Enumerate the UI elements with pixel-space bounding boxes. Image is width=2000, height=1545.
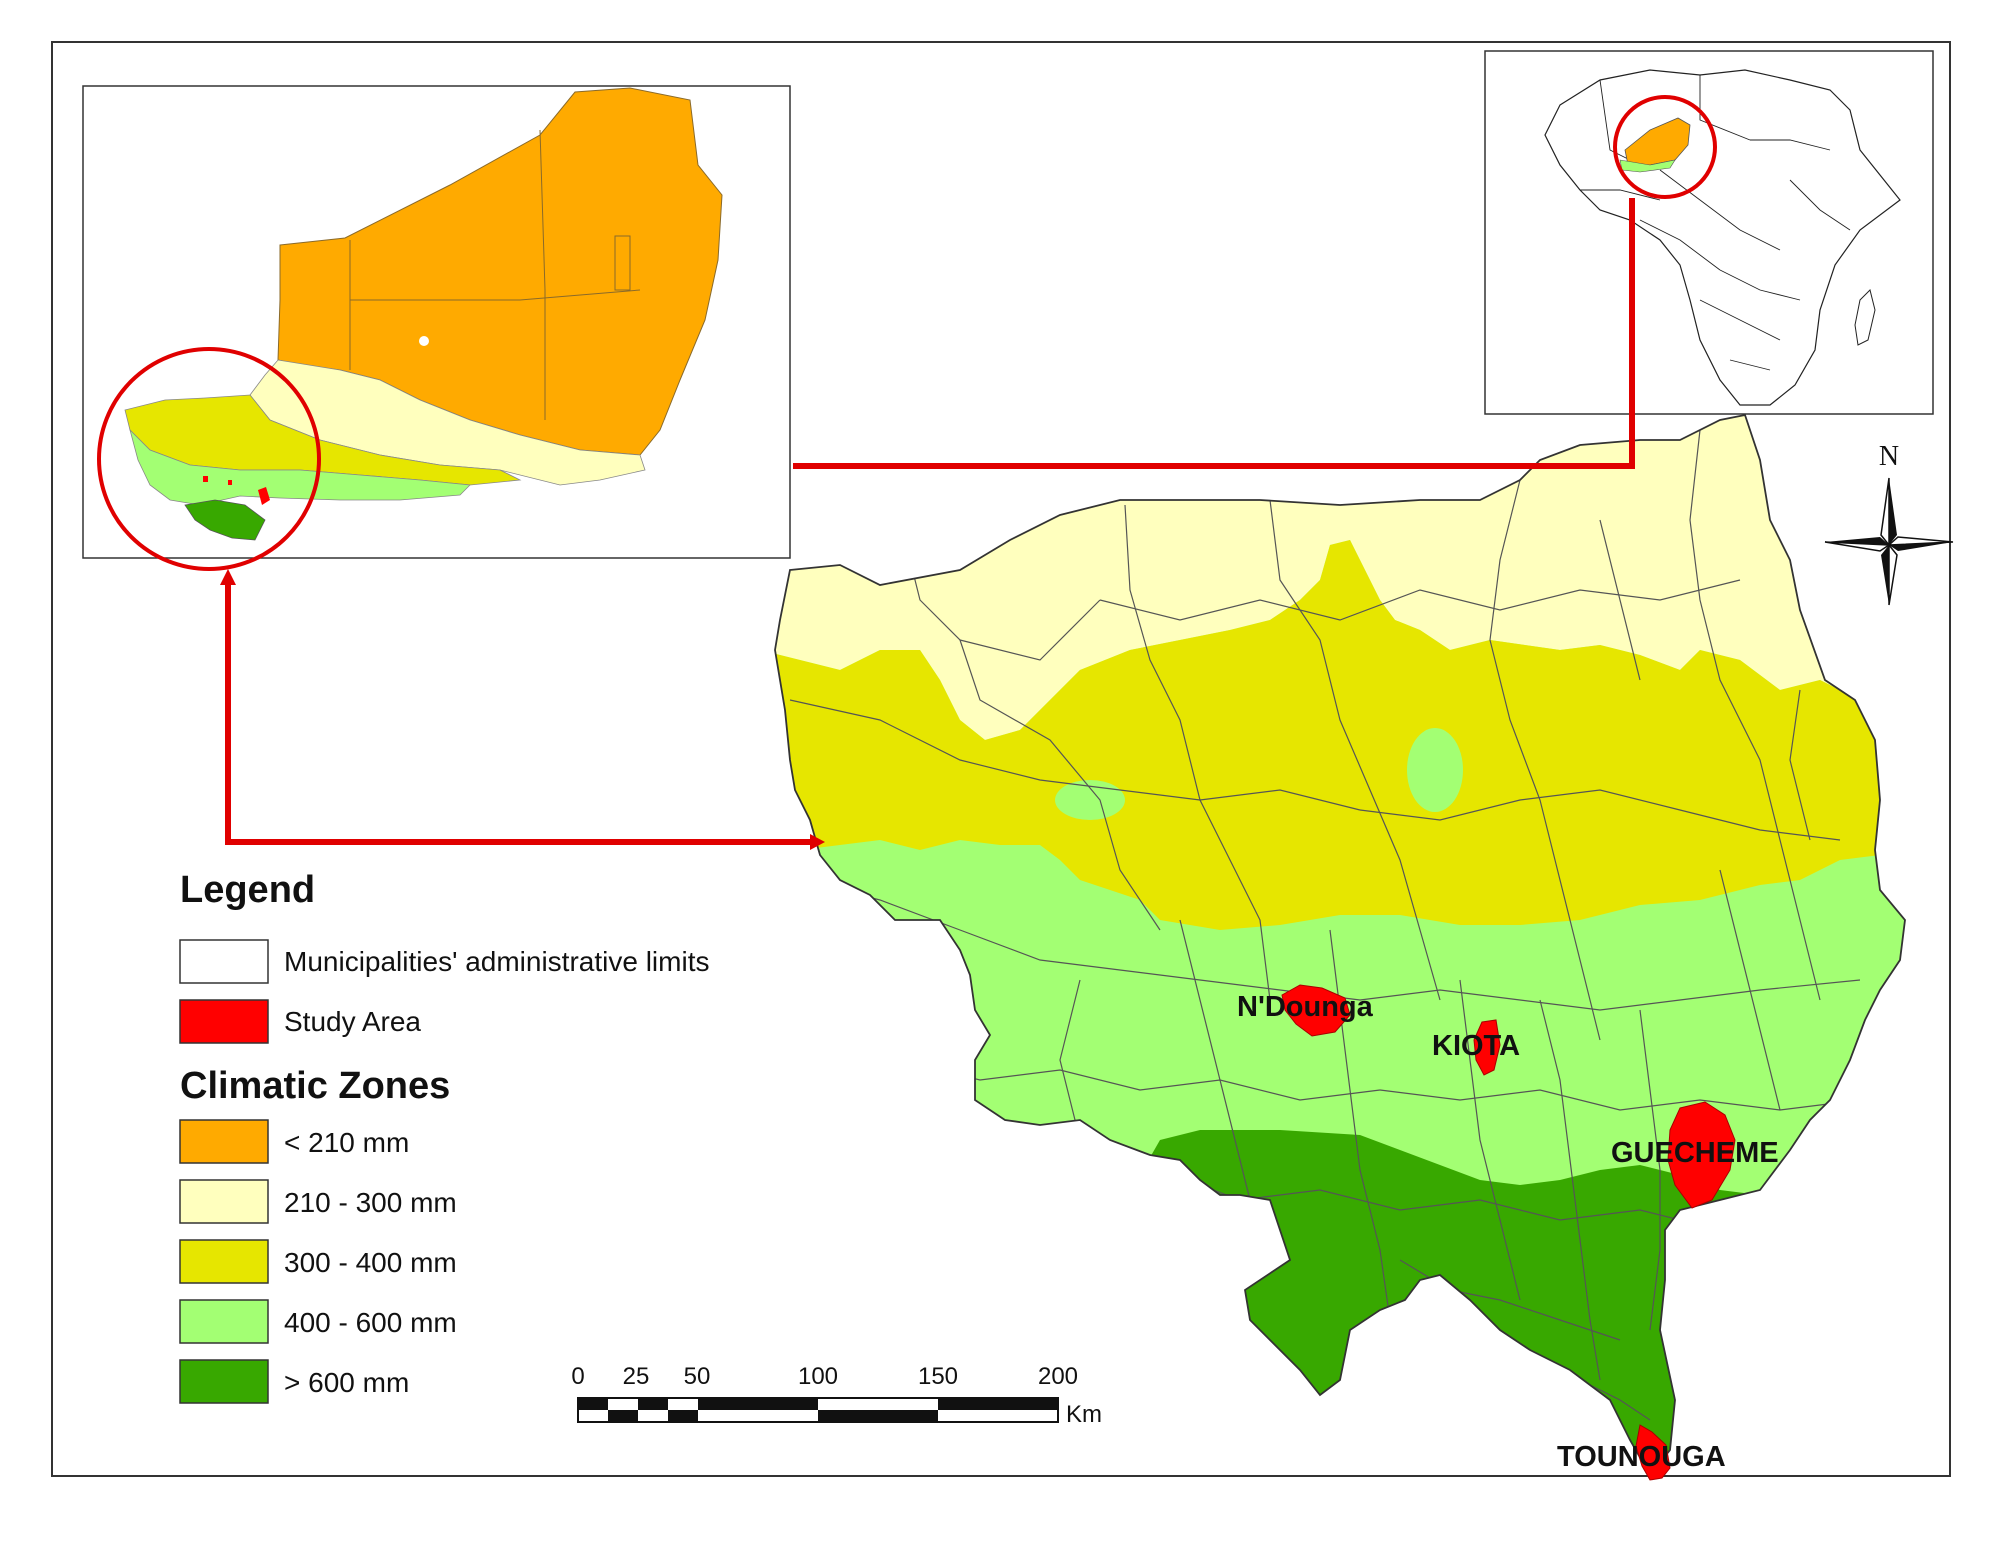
study-area-tounouga — [1635, 1424, 1671, 1481]
africa-madagascar — [1854, 289, 1876, 346]
niger-inset-study-mark-3 — [258, 487, 270, 505]
north-label: N — [1879, 441, 1899, 472]
connector-africa-to-niger — [793, 198, 1635, 469]
africa-inset — [1484, 50, 1934, 415]
label-tounouga: TOUNOUGA — [1557, 1441, 1726, 1473]
label-ndounga: N'Dounga — [1237, 991, 1374, 1023]
legend-label-210-300: 210 - 300 mm — [284, 1187, 457, 1218]
niger-inset-dot — [419, 336, 429, 346]
niger-south-lightgreen — [129, 428, 471, 506]
arrow-head-up — [220, 569, 236, 585]
zone-400-600-pocket-2 — [1055, 780, 1125, 820]
legend-label-admin-limits: Municipalities' administrative limits — [284, 946, 709, 977]
region-outline — [774, 413, 1906, 1477]
label-kiota: KIOTA — [1432, 1030, 1520, 1062]
legend-swatch-300-400 — [179, 1239, 269, 1284]
zone-400-600-pocket — [1407, 728, 1463, 812]
legend-swatch-400-600 — [179, 1299, 269, 1344]
label-guecheme: GUECHEME — [1611, 1137, 1779, 1169]
legend-label-gt600: > 600 mm — [284, 1367, 409, 1398]
zone-300-400 — [775, 540, 1905, 930]
niger-inset-boundaries — [349, 129, 641, 420]
scale-tick-50: 50 — [684, 1363, 711, 1390]
legend-swatch-gt600 — [179, 1359, 269, 1404]
legend-swatch-admin-limits — [179, 939, 269, 984]
niger-inset — [82, 85, 791, 571]
legend-label-300-400: 300 - 400 mm — [284, 1247, 457, 1278]
legend-swatch-study-area — [179, 999, 269, 1044]
study-area-polygons — [1281, 984, 1736, 1481]
study-area-guecheme — [1667, 1101, 1736, 1209]
legend-swatch-lt210 — [179, 1119, 269, 1164]
niger-inset-study-mark-1 — [203, 476, 208, 482]
legend: Legend Municipalities' administrative li… — [179, 869, 709, 1404]
legend-title: Legend — [180, 869, 315, 911]
africa-inset-highlight-circle — [1613, 95, 1717, 199]
legend-label-lt210: < 210 mm — [284, 1127, 409, 1158]
arrow-head-right — [810, 834, 825, 850]
climatic-zones-title: Climatic Zones — [180, 1065, 450, 1107]
niger-inset-study-mark-2 — [228, 480, 232, 485]
study-area-kiota — [1473, 1019, 1501, 1076]
connector-niger-to-main — [225, 577, 813, 845]
scale-tick-25: 25 — [623, 1363, 650, 1390]
connector-lines — [225, 198, 1635, 845]
legend-swatch-210-300 — [179, 1179, 269, 1224]
niger-south-darkgreen — [184, 499, 266, 541]
scale-tick-200: 200 — [1038, 1363, 1078, 1390]
africa-country-borders — [1580, 75, 1851, 371]
scale-bar: 0 25 50 100 150 200 Km — [571, 1363, 1102, 1428]
scale-tick-0: 0 — [571, 1363, 584, 1390]
study-area-ndounga — [1281, 984, 1351, 1037]
scale-tick-150: 150 — [918, 1363, 958, 1390]
scale-unit: Km — [1066, 1401, 1102, 1428]
north-arrow: N — [1824, 441, 1954, 606]
main-map: N'Dounga KIOTA GUECHEME TOUNOUGA — [774, 413, 1906, 1481]
legend-label-400-600: 400 - 600 mm — [284, 1307, 457, 1338]
niger-inset-highlight-circle — [97, 347, 321, 571]
legend-label-study-area: Study Area — [284, 1006, 421, 1037]
scale-tick-100: 100 — [798, 1363, 838, 1390]
figure-frame — [51, 41, 1951, 1477]
